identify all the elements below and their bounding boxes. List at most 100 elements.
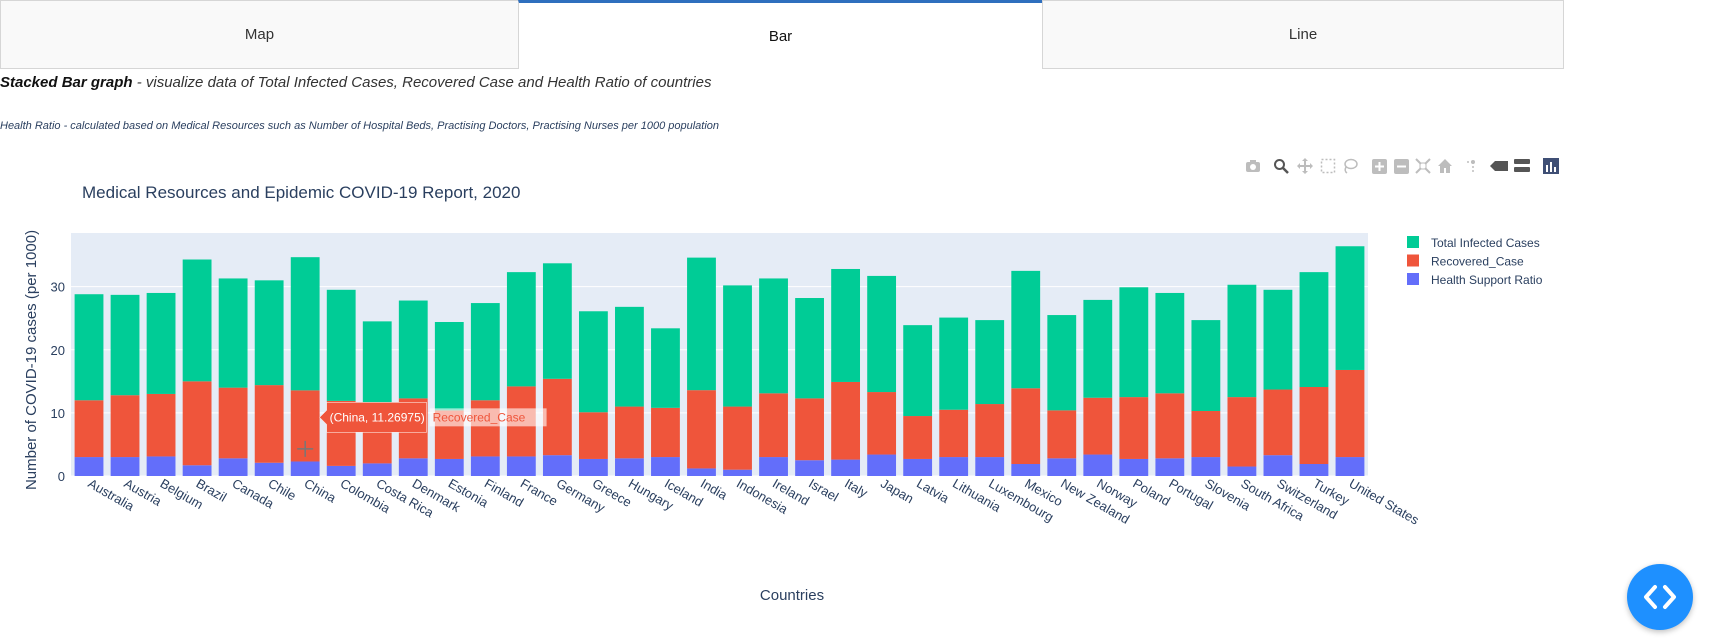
bar-segment[interactable] — [1011, 270, 1041, 389]
bar-segment[interactable] — [723, 469, 752, 476]
bar-segment[interactable] — [434, 458, 464, 476]
autoscale-icon[interactable] — [1414, 157, 1432, 175]
bar-segment[interactable] — [651, 457, 680, 476]
bar-segment[interactable] — [1335, 246, 1365, 370]
bar-segment[interactable] — [326, 289, 356, 401]
bar-segment[interactable] — [74, 294, 104, 401]
legend[interactable]: Total Infected Cases Recovered_Case Health… — [1407, 236, 1543, 287]
bar-segment[interactable] — [110, 457, 140, 476]
bar-segment[interactable] — [867, 275, 897, 393]
bar-segment[interactable] — [759, 393, 788, 458]
zoom-in-icon[interactable] — [1370, 157, 1388, 175]
bar-segment[interactable] — [1047, 315, 1077, 411]
bar-segment[interactable] — [218, 458, 248, 476]
bar-segment[interactable] — [651, 407, 680, 458]
bar-segment[interactable] — [290, 461, 320, 476]
bar-segment[interactable] — [1227, 284, 1257, 398]
bar-segment[interactable] — [578, 311, 608, 413]
bar-segment[interactable] — [759, 278, 788, 394]
bar-segment[interactable] — [434, 321, 464, 411]
bar-segment[interactable] — [831, 381, 861, 460]
legend-swatch[interactable] — [1407, 236, 1419, 248]
plotly-logo-icon[interactable] — [1542, 157, 1560, 175]
bar-segment[interactable] — [795, 298, 824, 399]
bar-segment[interactable] — [290, 257, 320, 391]
bar-segment[interactable] — [939, 457, 969, 476]
bar-segment[interactable] — [182, 381, 212, 466]
bar-segment[interactable] — [1335, 369, 1365, 458]
bar-segment[interactable] — [254, 280, 284, 386]
code-toggle-button[interactable] — [1627, 564, 1693, 630]
bar-segment[interactable] — [1083, 299, 1113, 398]
bar-segment[interactable] — [1227, 466, 1257, 476]
bar-segment[interactable] — [254, 385, 284, 463]
bar-segment[interactable] — [903, 416, 933, 459]
tab-map[interactable]: Map — [0, 0, 519, 69]
bar-segment[interactable] — [1263, 289, 1293, 390]
tab-bar-chart[interactable]: Bar — [518, 0, 1043, 69]
bar-segment[interactable] — [1191, 457, 1221, 476]
legend-label[interactable]: Health Support Ratio — [1431, 273, 1543, 287]
bar-segment[interactable] — [1263, 389, 1293, 456]
bar-segment[interactable] — [867, 392, 897, 455]
bar-segment[interactable] — [362, 463, 392, 476]
legend-label[interactable]: Recovered_Case — [1431, 255, 1524, 269]
bar-segment[interactable] — [182, 465, 212, 476]
bar-segment[interactable] — [1119, 458, 1149, 476]
bar-segment[interactable] — [975, 404, 1005, 458]
bar-segment[interactable] — [687, 468, 716, 476]
bar-segment[interactable] — [939, 409, 969, 458]
bar-segment[interactable] — [398, 458, 428, 476]
bar-segment[interactable] — [218, 387, 248, 459]
bar-segment[interactable] — [1263, 455, 1293, 476]
bar-segment[interactable] — [1191, 410, 1221, 458]
bar-segment[interactable] — [975, 320, 1005, 405]
bar-segment[interactable] — [182, 259, 212, 382]
hover-closest-icon[interactable] — [1490, 157, 1508, 175]
bar-segment[interactable] — [903, 325, 933, 417]
bar-segment[interactable] — [1155, 393, 1185, 459]
legend-swatch[interactable] — [1407, 254, 1419, 267]
bar-segment[interactable] — [1011, 388, 1041, 465]
bar-segment[interactable] — [1155, 292, 1185, 394]
camera-icon[interactable] — [1244, 157, 1262, 175]
plot-area[interactable] — [71, 233, 1368, 477]
bar-segment[interactable] — [795, 398, 824, 461]
box-select-icon[interactable] — [1319, 157, 1337, 175]
bar-segment[interactable] — [1155, 458, 1185, 476]
lasso-select-icon[interactable] — [1341, 157, 1359, 175]
hover-compare-icon[interactable] — [1512, 157, 1530, 175]
spike-lines-icon[interactable] — [1464, 157, 1482, 175]
bar-segment[interactable] — [74, 457, 104, 476]
bar-segment[interactable] — [542, 455, 572, 476]
bar-segment[interactable] — [506, 272, 536, 387]
bar-segment[interactable] — [146, 456, 176, 476]
bar-segment[interactable] — [1047, 458, 1077, 476]
bar-segment[interactable] — [723, 285, 752, 407]
bar-segment[interactable] — [542, 378, 572, 456]
bar-segment[interactable] — [903, 458, 933, 476]
bar-segment[interactable] — [795, 460, 824, 476]
bar-segment[interactable] — [615, 306, 644, 407]
bar-segment[interactable] — [1119, 397, 1149, 459]
zoom-icon[interactable] — [1272, 157, 1290, 175]
bar-segment[interactable] — [1299, 387, 1329, 465]
bar-segment[interactable] — [326, 465, 356, 476]
tab-line[interactable]: Line — [1042, 0, 1564, 69]
bar-segment[interactable] — [74, 400, 104, 458]
bar-segment[interactable] — [110, 395, 140, 458]
bar-segment[interactable] — [1083, 397, 1113, 455]
zoom-out-icon[interactable] — [1392, 157, 1410, 175]
pan-icon[interactable] — [1296, 157, 1314, 175]
bar-segment[interactable] — [975, 457, 1005, 476]
bar-segment[interactable] — [398, 300, 428, 399]
bar-segment[interactable] — [615, 458, 644, 476]
bar-segment[interactable] — [831, 459, 861, 476]
bar-segment[interactable] — [110, 294, 140, 396]
bar-segment[interactable] — [506, 456, 536, 476]
bar-segment[interactable] — [146, 393, 176, 457]
bar-segment[interactable] — [254, 462, 284, 476]
bar-segment[interactable] — [578, 412, 608, 459]
bar-segment[interactable] — [939, 317, 969, 410]
bar-segment[interactable] — [578, 458, 608, 476]
